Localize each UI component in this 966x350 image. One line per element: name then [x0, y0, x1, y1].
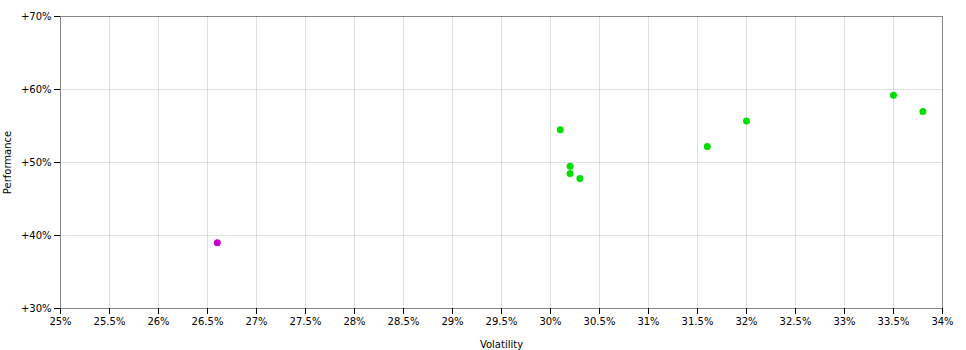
svg-text:31.5%: 31.5%	[682, 316, 714, 327]
svg-text:30%: 30%	[539, 316, 561, 327]
svg-text:32.5%: 32.5%	[780, 316, 812, 327]
svg-text:27%: 27%	[245, 316, 267, 327]
svg-text:27.5%: 27.5%	[290, 316, 322, 327]
svg-text:+60%: +60%	[21, 84, 52, 95]
svg-text:+30%: +30%	[21, 303, 52, 314]
svg-text:34%: 34%	[931, 316, 953, 327]
svg-text:+50%: +50%	[21, 157, 52, 168]
svg-text:26%: 26%	[147, 316, 169, 327]
svg-text:30.5%: 30.5%	[584, 316, 616, 327]
svg-text:+70%: +70%	[21, 11, 52, 22]
svg-text:33.5%: 33.5%	[878, 316, 910, 327]
svg-text:29.5%: 29.5%	[486, 316, 518, 327]
svg-text:+40%: +40%	[21, 230, 52, 241]
svg-text:33%: 33%	[833, 316, 855, 327]
svg-text:32%: 32%	[735, 316, 757, 327]
svg-text:26.5%: 26.5%	[192, 316, 224, 327]
svg-text:25%: 25%	[49, 316, 71, 327]
svg-text:25.5%: 25.5%	[94, 316, 126, 327]
svg-text:Volatility: Volatility	[480, 339, 523, 350]
svg-text:29%: 29%	[441, 316, 463, 327]
svg-text:28%: 28%	[343, 316, 365, 327]
svg-text:Performance: Performance	[2, 131, 13, 194]
svg-text:28.5%: 28.5%	[388, 316, 420, 327]
svg-text:31%: 31%	[637, 316, 659, 327]
